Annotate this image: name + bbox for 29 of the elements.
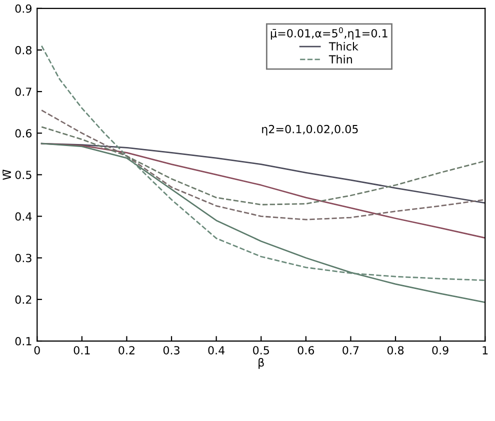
- annotation: η2=0.1,0.02,0.05: [262, 124, 358, 136]
- x-tick-label: 1: [482, 346, 488, 354]
- y-tick-label: 0.1: [15, 336, 32, 346]
- y-tick-label: 0.7: [15, 88, 32, 96]
- line-series: [40, 142, 486, 304]
- x-tick-label: 0.4: [208, 346, 225, 354]
- x-tick-label: 0.8: [387, 346, 404, 354]
- y-tick-label: 0.3: [15, 254, 32, 262]
- legend-label: Thin: [328, 54, 352, 64]
- y-tick-label: 0.5: [15, 170, 32, 180]
- x-tick-label: 0.6: [298, 346, 314, 354]
- y-axis-title: W̄: [2, 170, 11, 180]
- x-axis-title: β: [258, 358, 264, 369]
- x-tick-label: 0.1: [74, 346, 90, 354]
- x-tick-label: 0.7: [342, 346, 359, 354]
- y-tick-label: 0.4: [15, 212, 32, 221]
- y-tick-label: 0.2: [15, 295, 32, 304]
- x-tick-label: 0.9: [432, 346, 448, 354]
- y-tick-label: 0.9: [15, 4, 32, 13]
- y-tick-label: 0.8: [15, 46, 32, 54]
- x-tick-label: 0: [34, 346, 40, 354]
- x-tick-label: 0.2: [118, 346, 134, 354]
- y-tick-label: 0.6: [15, 129, 32, 138]
- line-series: [40, 110, 486, 220]
- x-tick-label: 0.3: [163, 346, 180, 354]
- legend-label: Thick: [328, 42, 358, 51]
- x-tick-label: 0.5: [253, 346, 269, 354]
- line-series: [40, 126, 486, 206]
- legend-title: μ̄=0.01,α=5$^{0}$,η1=0.1: [270, 27, 388, 40]
